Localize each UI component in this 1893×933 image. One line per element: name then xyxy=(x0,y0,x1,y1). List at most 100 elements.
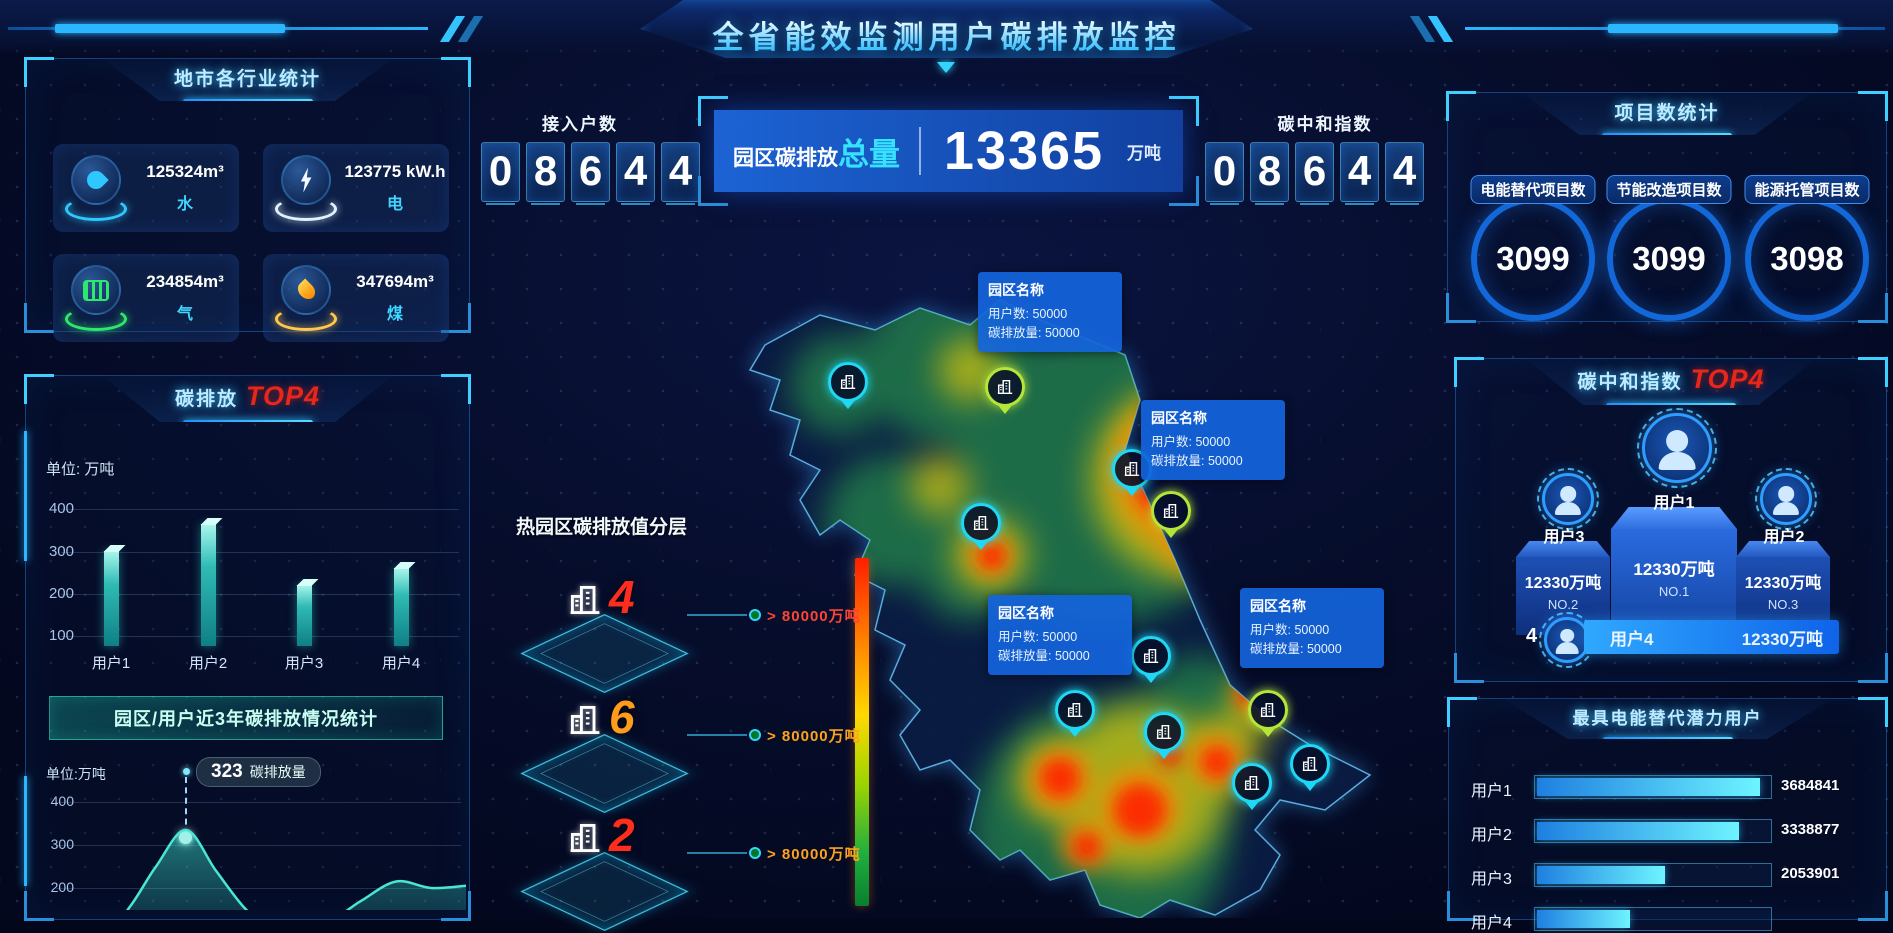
industry-stats-panel: 地市各行业统计 125324m³ 水 123775 kW.h 电 234854m… xyxy=(24,57,471,342)
map-pin-icon[interactable] xyxy=(1144,712,1184,752)
podium-front-1[interactable]: 12330万吨 NO.1 xyxy=(1611,529,1737,635)
trend-tick-400: 400 xyxy=(50,793,74,809)
header-accent-right xyxy=(1608,24,1838,33)
podium-value-2: 12330万吨 xyxy=(1524,575,1602,592)
park-tooltip[interactable]: 园区名称 用户数: 50000 碳排放量: 50000 xyxy=(988,595,1132,675)
map-pin-icon[interactable] xyxy=(961,503,1001,543)
potential-user-2: 用户2 xyxy=(1471,827,1512,844)
heat-legend-title: 热园区碳排放值分层 xyxy=(516,517,688,538)
bar-chart-unit: 单位: 万吨 xyxy=(46,461,115,478)
heat-color-scale xyxy=(855,558,869,906)
industry-panel-title-tab: 地市各行业统计 xyxy=(101,58,394,101)
connector-dot xyxy=(749,847,761,859)
park-tooltip[interactable]: 园区名称 用户数: 50000 碳排放量: 50000 xyxy=(1240,588,1384,668)
potential-value-3: 2053901 xyxy=(1781,865,1840,882)
potential-bar-3[interactable] xyxy=(1534,863,1772,887)
avatar-rank1 xyxy=(1637,408,1717,488)
connector-dot xyxy=(749,729,761,741)
potential-user-4: 用户4 xyxy=(1471,915,1512,932)
podium-top-face xyxy=(1516,541,1610,557)
total-label-highlight: 总量 xyxy=(838,136,900,172)
electricity-value: 123775 kW.h xyxy=(344,162,446,181)
stat-card-coal[interactable]: 347694m³ 煤 xyxy=(263,254,449,342)
fourth-value: 12330万吨 xyxy=(1741,629,1823,649)
level-count: 6 xyxy=(609,691,635,743)
map-pin-icon[interactable] xyxy=(1055,690,1095,730)
emission-bar[interactable] xyxy=(297,585,312,646)
stat-card-water[interactable]: 125324m³ 水 xyxy=(53,144,239,232)
gridline xyxy=(61,636,459,637)
total-emission-unit: 万吨 xyxy=(1127,143,1161,163)
total-emission-kpi: 园区碳排放总量 13365 万吨 xyxy=(698,96,1199,206)
park-tooltip-title: 园区名称 xyxy=(1250,598,1306,614)
fourth-rank-bar[interactable]: 用户4 12330万吨 xyxy=(1584,620,1839,654)
project-count-3[interactable]: 3098 xyxy=(1745,197,1869,321)
projects-title-tab: 项目数统计 xyxy=(1521,92,1813,135)
park-emission: 碳排放量: 50000 xyxy=(998,649,1090,664)
emission-top4-badge: TOP4 xyxy=(245,381,321,411)
x-label-user4: 用户4 xyxy=(381,655,421,672)
gridline xyxy=(61,509,459,510)
potential-bar-1[interactable] xyxy=(1534,775,1772,799)
park-tooltip[interactable]: 园区名称 用户数: 50000 碳排放量: 50000 xyxy=(1141,400,1285,480)
map-pin-icon[interactable] xyxy=(1151,491,1191,531)
potential-user-1: 用户1 xyxy=(1471,783,1512,800)
project-count-2[interactable]: 3099 xyxy=(1607,197,1731,321)
digit: 0 xyxy=(481,142,520,205)
level-threshold: > 80000万吨 xyxy=(767,728,861,745)
three-year-stats-button[interactable]: 园区/用户近3年碳排放情况统计 xyxy=(49,696,443,740)
heat-level-1[interactable]: 4 > 80000万吨 xyxy=(515,568,955,694)
stat-card-electricity[interactable]: 123775 kW.h 电 xyxy=(263,144,449,232)
podium-rank-3: NO.3 xyxy=(1767,597,1799,612)
marker-label: 碳排放量 xyxy=(249,764,306,780)
potential-bar-4[interactable] xyxy=(1534,907,1772,931)
park-users: 用户数: 50000 xyxy=(1250,623,1330,637)
avatar-rank2 xyxy=(1537,468,1599,530)
digit: 6 xyxy=(571,142,610,205)
emission-bar[interactable] xyxy=(104,551,119,646)
coal-label: 煤 xyxy=(386,306,403,323)
ring-decoration xyxy=(275,307,337,331)
park-tooltip-title: 园区名称 xyxy=(988,282,1044,298)
map-pin-icon[interactable] xyxy=(985,367,1025,407)
stat-card-gas[interactable]: 234854m³ 气 xyxy=(53,254,239,342)
heat-level-3[interactable]: 2 > 80000万吨 xyxy=(515,806,955,932)
projects-title: 项目数统计 xyxy=(1614,103,1720,124)
map-pin-icon[interactable] xyxy=(1232,763,1272,803)
total-emission-value: 13365 xyxy=(943,121,1105,181)
emission-top4-title-tab: 碳排放 TOP4 xyxy=(101,375,394,422)
projects-panel: 项目数统计 电能替代项目数 3099 节能改造项目数 3099 能源托管项目数 … xyxy=(1446,91,1888,323)
level-threshold: > 80000万吨 xyxy=(767,608,861,625)
fourth-user: 用户4 xyxy=(1610,629,1654,649)
heat-level-2[interactable]: 6 > 80000万吨 xyxy=(515,688,955,814)
project-count-1[interactable]: 3099 xyxy=(1471,197,1595,321)
chevron-down-icon[interactable] xyxy=(937,62,955,82)
park-tooltip[interactable]: 园区名称 用户数: 50000 碳排放量: 50000 xyxy=(978,272,1122,352)
project-value: 3099 xyxy=(1632,240,1706,277)
divider xyxy=(919,127,921,175)
podium-user-2: 用户3 xyxy=(1543,529,1585,546)
project-label-2: 节能改造项目数 xyxy=(1606,175,1732,204)
x-label-user1: 用户1 xyxy=(91,655,131,672)
title-underline xyxy=(182,420,313,422)
neutral-top4-badge: TOP4 xyxy=(1690,364,1765,394)
project-value: 3099 xyxy=(1496,240,1570,277)
potential-bar-2[interactable] xyxy=(1534,819,1772,843)
connector-line xyxy=(687,852,747,854)
gridline xyxy=(56,888,461,889)
neutral-index-counter: 0 8 6 4 4 xyxy=(1205,142,1424,205)
total-emission-box: 园区碳排放总量 13365 万吨 xyxy=(714,110,1183,192)
marker-dot xyxy=(183,768,190,775)
person-icon xyxy=(1666,430,1688,452)
industry-panel-title: 地市各行业统计 xyxy=(173,69,321,90)
map-pin-icon[interactable] xyxy=(1290,744,1330,784)
emission-bar[interactable] xyxy=(201,523,216,646)
map-pin-icon[interactable] xyxy=(1248,690,1288,730)
trend-marker-tooltip: 323 碳排放量 xyxy=(196,757,321,787)
potential-title-tab: 最具电能替代潜力用户 xyxy=(1501,698,1834,739)
map-pin-icon[interactable] xyxy=(1131,636,1171,676)
emission-bar[interactable] xyxy=(394,568,409,646)
electricity-label: 电 xyxy=(386,196,403,213)
gridline xyxy=(61,594,459,595)
map-pin-icon[interactable] xyxy=(828,362,868,402)
